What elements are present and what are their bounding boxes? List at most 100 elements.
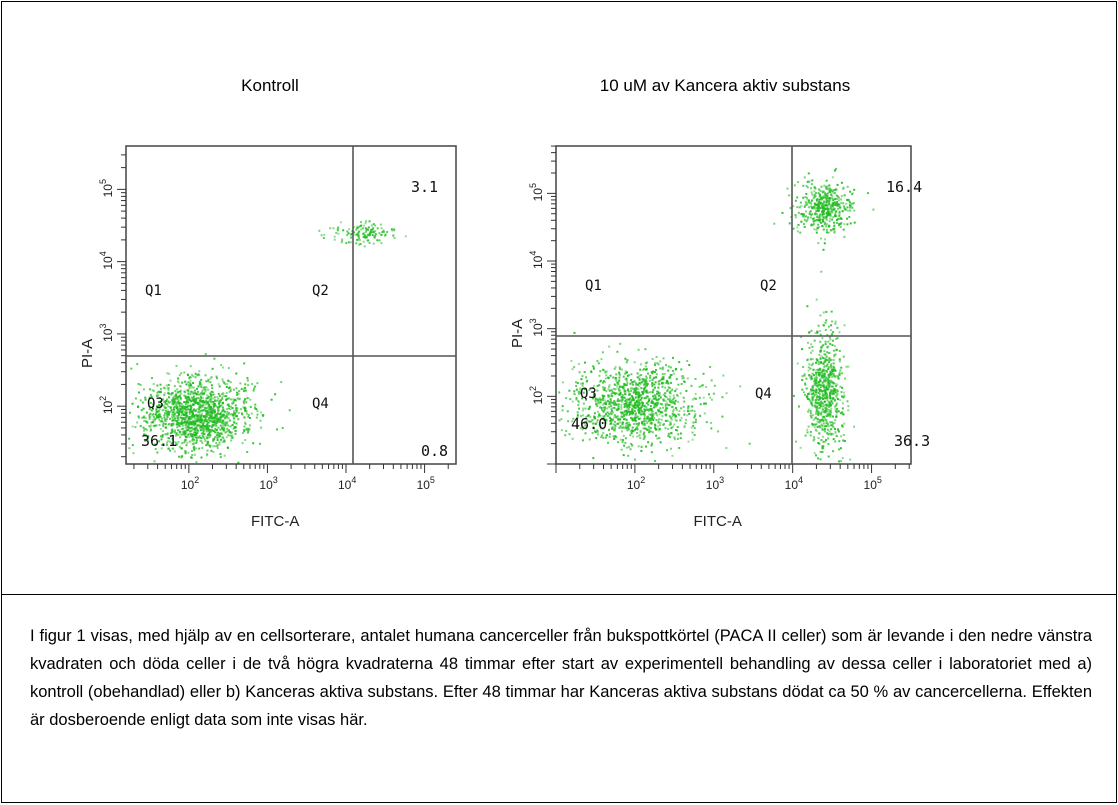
data-point [624, 400, 627, 403]
data-point [834, 169, 836, 172]
data-point [204, 419, 207, 421]
data-point [577, 400, 580, 402]
data-point [201, 412, 203, 415]
data-point [241, 442, 244, 445]
data-point [650, 444, 653, 447]
data-point [813, 206, 816, 209]
data-point [225, 398, 227, 401]
data-point [638, 434, 641, 437]
data-point [639, 363, 642, 366]
data-point [655, 356, 658, 358]
data-point [822, 195, 825, 198]
data-point [825, 187, 828, 190]
data-point [604, 422, 607, 425]
data-point [618, 426, 621, 429]
data-point [837, 376, 840, 379]
data-point [181, 442, 184, 445]
data-point [797, 181, 800, 184]
data-point [813, 228, 816, 231]
data-point [372, 231, 375, 234]
data-point [173, 450, 176, 453]
data-point [189, 407, 192, 410]
data-point [699, 403, 702, 406]
data-point [573, 392, 576, 395]
data-point [815, 361, 817, 364]
data-point [218, 420, 221, 423]
data-point [214, 400, 216, 403]
data-point [639, 431, 642, 434]
data-point [374, 230, 377, 233]
data-point [596, 389, 599, 392]
data-point [211, 429, 214, 432]
data-point [570, 359, 573, 362]
data-point [231, 424, 234, 427]
data-point [189, 393, 192, 396]
data-point [630, 379, 633, 382]
data-point [805, 192, 808, 195]
data-point [629, 387, 632, 390]
data-point [225, 392, 228, 395]
data-point [335, 231, 338, 234]
data-point [572, 417, 575, 420]
data-point [821, 392, 824, 395]
data-point [843, 205, 846, 208]
data-point [229, 408, 232, 411]
data-point [659, 402, 662, 405]
data-point [581, 375, 584, 378]
data-point [218, 399, 221, 402]
data-point [362, 240, 365, 243]
data-point [834, 198, 836, 201]
data-point [682, 396, 685, 399]
data-point [184, 450, 187, 453]
data-point [259, 442, 261, 445]
data-point [812, 418, 815, 421]
data-point [243, 387, 246, 390]
data-point [652, 413, 655, 416]
data-point [807, 425, 810, 428]
data-point [596, 421, 599, 424]
data-point [829, 205, 832, 208]
data-point [363, 234, 366, 237]
data-point [579, 392, 582, 395]
data-point [189, 427, 192, 430]
data-point [832, 450, 835, 453]
data-point [815, 412, 818, 415]
data-point [661, 403, 663, 406]
data-point [806, 203, 809, 206]
data-point [600, 436, 603, 439]
data-point [819, 458, 822, 461]
data-point [223, 439, 226, 442]
data-point [842, 434, 845, 436]
data-point [833, 390, 835, 393]
data-point [620, 403, 623, 406]
data-point [206, 413, 209, 416]
data-point [175, 442, 178, 445]
data-point [161, 403, 163, 406]
data-point [188, 397, 191, 400]
data-point [826, 188, 829, 191]
x-tick-label: 102 [627, 475, 645, 492]
x-axis-label: FITC-A [251, 513, 299, 530]
data-point [828, 383, 831, 386]
data-point [176, 426, 179, 429]
data-point [583, 388, 586, 391]
data-point [831, 218, 834, 221]
data-point [831, 333, 834, 336]
data-point [834, 428, 836, 430]
data-point [828, 373, 831, 376]
data-point [821, 401, 824, 404]
data-point [838, 373, 841, 376]
data-point [826, 195, 829, 198]
data-point [198, 383, 201, 386]
data-point [601, 394, 604, 397]
data-point [188, 435, 191, 438]
data-point [636, 426, 639, 429]
data-point [202, 429, 205, 431]
data-point [817, 362, 820, 365]
data-point [637, 396, 640, 399]
data-point [665, 407, 668, 410]
data-point [186, 426, 189, 429]
y-tick-label: 102 [528, 386, 545, 404]
data-point [669, 423, 672, 426]
data-point [592, 457, 595, 460]
